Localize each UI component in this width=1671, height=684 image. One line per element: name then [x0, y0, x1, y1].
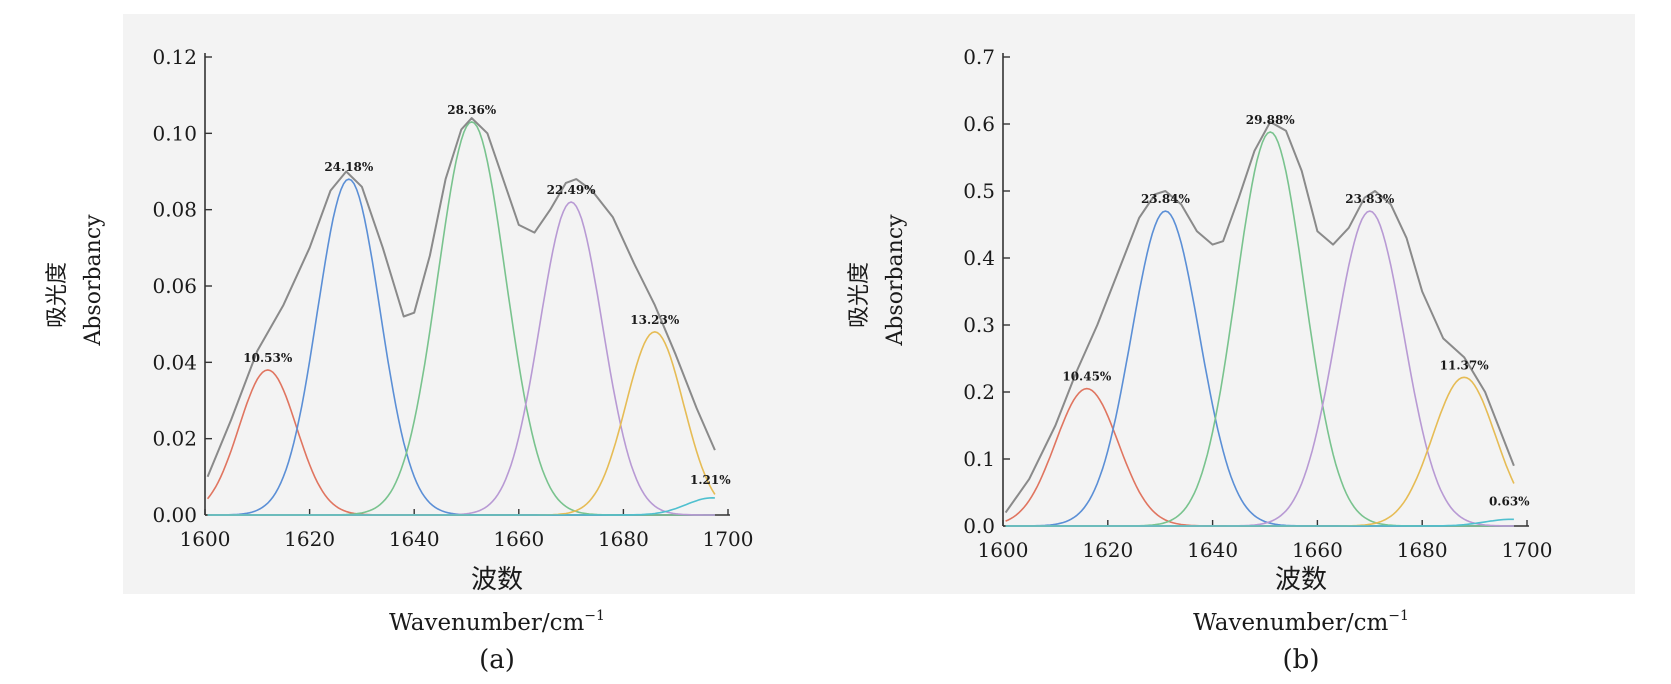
chart-a-xlabel-en: Wavenumber/cm−1	[389, 608, 605, 636]
chart-a-ylabel-en: Absorbancy	[81, 214, 106, 347]
x-tick-label: 1700	[703, 527, 754, 551]
y-tick-label: 0.08	[152, 198, 197, 222]
y-tick-label: 0.02	[152, 427, 197, 451]
chart-b-curves	[1004, 121, 1515, 527]
chart-b-xlabel-cn: 波数	[1275, 565, 1327, 595]
y-tick-label: 0.7	[963, 45, 995, 69]
x-tick-label: 1700	[1502, 538, 1553, 562]
chart-a: 0.00 0.02 0.04 0.06 0.08 0.10 0.12 1600 1620 1640…	[45, 45, 753, 675]
peak-percentage-label: 22.49%	[547, 183, 597, 197]
y-tick-label: 0.1	[963, 447, 995, 471]
chart-b-panel-label: (b)	[1283, 645, 1320, 675]
x-tick-label: 1640	[1187, 538, 1238, 562]
peak-percentage-label: 10.45%	[1062, 370, 1112, 384]
x-tick-label: 1680	[598, 527, 649, 551]
chart-a-ticks: 0.00 0.02 0.04 0.06 0.08 0.10 0.12 1600 1620 1640…	[152, 45, 753, 551]
chart-b-ylabel-cn: 吸光度	[847, 262, 872, 328]
chart-b-ticks: 0.0 0.1 0.2 0.3 0.4 0.5 0.6 0.7 1600 1620 1640 1660…	[963, 45, 1552, 562]
y-tick-label: 0.06	[152, 274, 197, 298]
y-tick-label: 0.0	[963, 514, 995, 538]
y-tick-label: 0.5	[963, 179, 995, 203]
peak-percentage-label: 10.53%	[243, 351, 293, 365]
x-tick-label: 1620	[1082, 538, 1133, 562]
peak-percentage-label: 13.23%	[630, 313, 680, 327]
y-tick-label: 0.3	[963, 313, 995, 337]
chart-a-xlabel-en-main: Wavenumber/cm	[389, 610, 584, 636]
peak-percentage-label: 29.88%	[1246, 113, 1296, 127]
peak-curve-6	[1005, 518, 1514, 527]
y-tick-label: 0.10	[152, 121, 197, 145]
chart-b-xlabel-en-sup: −1	[1388, 608, 1409, 624]
chart-b-xlabel-en-main: Wavenumber/cm	[1193, 610, 1388, 636]
peak-percentage-label: 0.63%	[1489, 494, 1530, 508]
x-tick-label: 1660	[1292, 538, 1343, 562]
x-tick-label: 1660	[493, 527, 544, 551]
y-tick-label: 0.04	[152, 350, 197, 374]
y-tick-label: 0.6	[963, 112, 995, 136]
chart-a-xlabel-en-sup: −1	[584, 608, 605, 624]
x-tick-label: 1600	[180, 527, 231, 551]
peak-percentage-label: 23.84%	[1141, 192, 1191, 206]
y-tick-label: 0.2	[963, 380, 995, 404]
y-tick-label: 0.4	[963, 246, 995, 270]
chart-b: 0.0 0.1 0.2 0.3 0.4 0.5 0.6 0.7 1600 1620 1640 1660…	[847, 45, 1552, 675]
peak-percentage-label: 1.21%	[690, 473, 731, 487]
peak-percentage-label: 24.18%	[324, 160, 374, 174]
y-tick-label: 0.12	[152, 45, 197, 69]
peak-percentage-label: 28.36%	[447, 103, 497, 117]
peak-percentage-label: 23.83%	[1345, 192, 1395, 206]
chart-a-xlabel-cn: 波数	[471, 565, 523, 595]
spectrum-curve	[1004, 121, 1515, 514]
chart-b-xlabel-en: Wavenumber/cm−1	[1193, 608, 1409, 636]
peak-percentage-label: 11.37%	[1440, 358, 1490, 372]
x-tick-label: 1620	[284, 527, 335, 551]
chart-a-ylabel-cn: 吸光度	[45, 262, 70, 328]
chart-b-peak-labels: 10.45% 23.84% 29.88% 23.83% 11.37% 0.63%	[1062, 113, 1530, 508]
chart-a-curves	[206, 117, 716, 516]
spectrum-curve	[206, 117, 716, 478]
chart-a-peak-labels: 10.53% 24.18% 28.36% 22.49% 13.23% 1.21%	[243, 103, 731, 487]
chart-b-ylabel-en: Absorbancy	[883, 214, 908, 347]
x-tick-label: 1680	[1397, 538, 1448, 562]
plot-background	[123, 14, 1635, 594]
peak-curve-6	[207, 496, 715, 516]
chart-a-panel-label: (a)	[479, 645, 515, 675]
y-tick-label: 0.00	[152, 503, 197, 527]
x-tick-label: 1640	[389, 527, 440, 551]
x-tick-label: 1600	[978, 538, 1029, 562]
